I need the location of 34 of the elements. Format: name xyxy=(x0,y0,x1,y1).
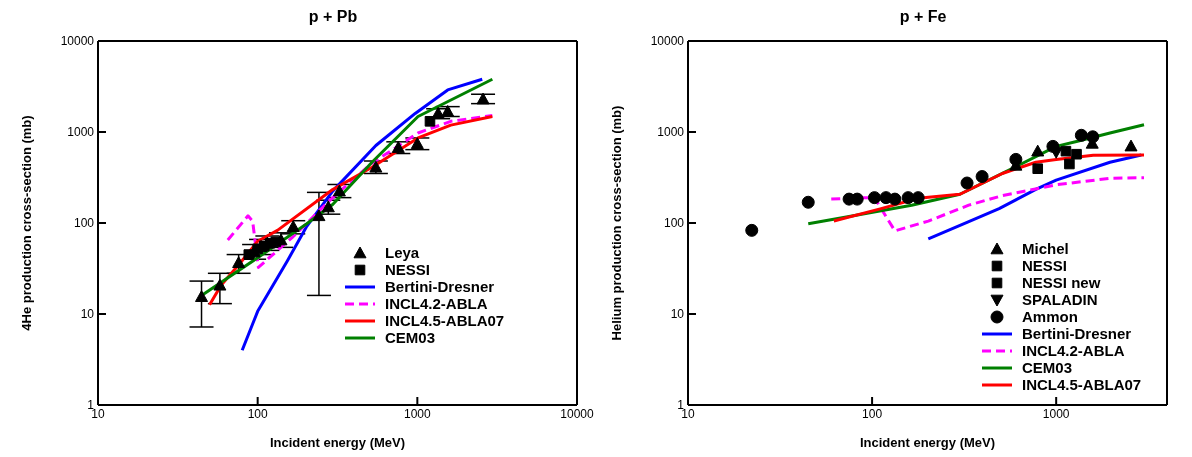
legend-label: Leya xyxy=(385,244,420,261)
x-tick-label: 10000 xyxy=(560,406,595,421)
legend-label: INCL4.5-ABLA07 xyxy=(385,312,505,329)
chart-title: p + Pb xyxy=(307,8,359,27)
x-tick-label: 100 xyxy=(247,406,268,421)
legend-label: INCL4.5-ABLA07 xyxy=(1022,376,1142,393)
y-tick-label: 100 xyxy=(73,216,95,231)
x-tick-label: 100 xyxy=(862,406,883,421)
x-axis-title: Incident energy (MeV) xyxy=(859,435,996,450)
legend-label: NESSI new xyxy=(1022,274,1101,291)
legend-label: CEM03 xyxy=(385,329,436,346)
legend-label: Michel xyxy=(1022,240,1069,257)
chart-title: p + Fe xyxy=(898,8,948,27)
y-tick-label: 1000 xyxy=(657,125,685,140)
legend-label: Bertini-Dresner xyxy=(1022,325,1132,342)
x-axis-title: Incident energy (MeV) xyxy=(269,435,406,450)
x-tick-label: 1000 xyxy=(1042,406,1070,421)
y-tick-label: 1000 xyxy=(67,125,95,140)
legend-label: SPALADIN xyxy=(1022,291,1098,308)
y-tick-label: 10 xyxy=(670,307,685,322)
y-axis-title: 4He production cross-section (mb) xyxy=(18,115,34,331)
x-tick-label: 1000 xyxy=(403,406,431,421)
legend-label: Ammon xyxy=(1022,308,1078,325)
legend-label: CEM03 xyxy=(1022,359,1073,376)
y-tick-label: 10000 xyxy=(650,34,685,49)
legend-label: NESSI xyxy=(385,261,431,278)
legend-label: INCL4.2-ABLA xyxy=(1022,342,1125,359)
y-axis-title: Helium production cross-section (mb) xyxy=(608,105,624,341)
y-tick-label: 100 xyxy=(663,216,685,231)
legend-label: Bertini-Dresner xyxy=(385,278,495,295)
y-tick-label: 10000 xyxy=(60,34,95,49)
legend-label: INCL4.2-ABLA xyxy=(385,295,488,312)
legend-label: NESSI xyxy=(1022,257,1068,274)
y-tick-label: 10 xyxy=(80,307,95,322)
